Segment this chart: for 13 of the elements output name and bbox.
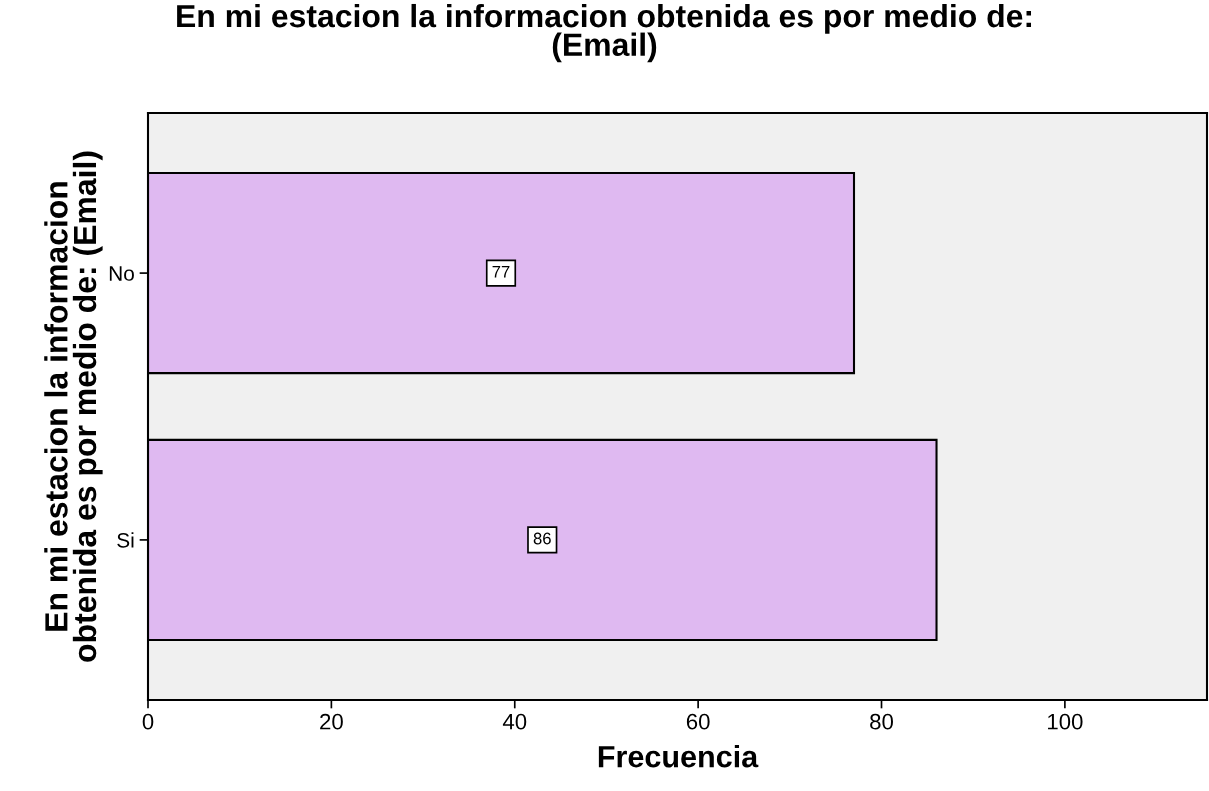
x-tick-label: 60 bbox=[686, 713, 710, 730]
y-tick-label: Si bbox=[117, 532, 134, 548]
data-label: 77 bbox=[492, 265, 510, 278]
x-tick-label: 0 bbox=[142, 713, 154, 730]
data-label: 86 bbox=[533, 532, 551, 545]
x-tick-label: 40 bbox=[502, 713, 527, 730]
y-tick-label: No bbox=[109, 266, 134, 281]
x-tick-label: 100 bbox=[1048, 713, 1083, 730]
x-tick-label: 20 bbox=[320, 713, 343, 730]
x-axis-title: Frecuencia bbox=[598, 745, 759, 768]
chart-title: En mi estacion la informacion obtenida es por medio de: (Email) bbox=[177, 3, 1032, 63]
y-axis-title: En mi estacion la informacion obtenida es por medio de: (Email) bbox=[44, 151, 103, 662]
x-tick-label: 80 bbox=[870, 713, 893, 730]
